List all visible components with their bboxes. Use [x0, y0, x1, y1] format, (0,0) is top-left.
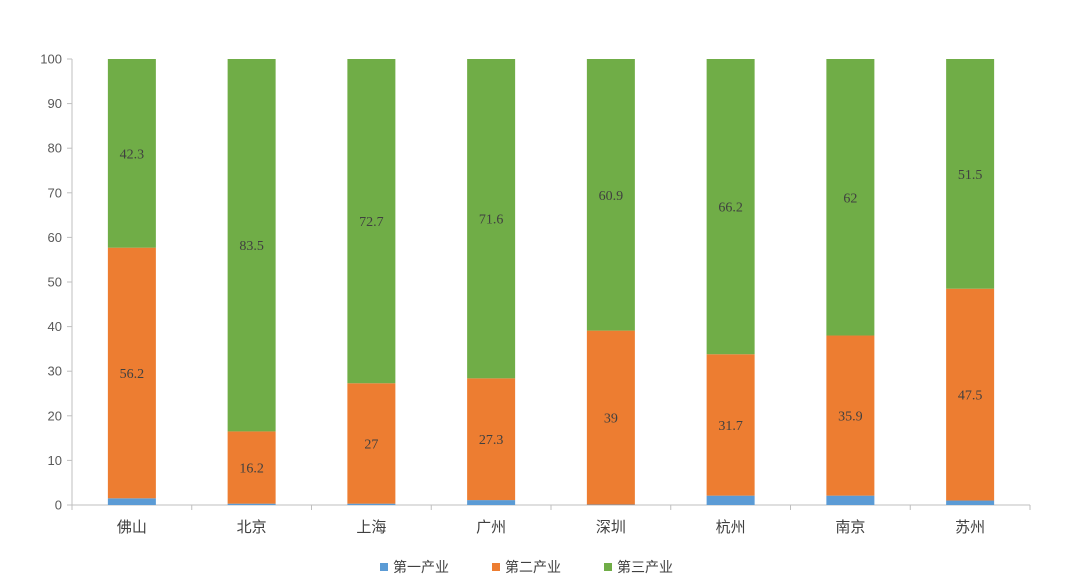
data-label: 27.3: [479, 433, 504, 448]
data-label: 27: [364, 437, 378, 452]
bar-segment: [347, 503, 396, 505]
bar-segment: [706, 354, 755, 496]
bar-segment: [826, 335, 875, 496]
data-label: 66.2: [718, 201, 743, 216]
x-tick-label: 北京: [237, 518, 267, 536]
data-label: 72.7: [359, 215, 384, 230]
y-tick-label: 60: [48, 230, 62, 245]
data-label: 60.9: [599, 189, 624, 204]
bar-segment: [586, 330, 635, 505]
bars: [107, 59, 995, 505]
bar-segment: [467, 59, 516, 379]
data-label: 62: [843, 191, 857, 206]
y-tick-label: 80: [48, 141, 62, 156]
data-label: 42.3: [120, 147, 145, 162]
y-tick-label: 100: [40, 52, 62, 67]
bar-segment: [826, 495, 875, 505]
data-label: 39: [604, 412, 618, 427]
x-tick-label: 杭州: [716, 518, 746, 536]
y-tick-label: 40: [48, 319, 62, 334]
x-tick-label: 深圳: [596, 518, 626, 536]
bar-segment: [706, 495, 755, 505]
bar-segment: [347, 59, 396, 384]
data-label: 16.2: [239, 462, 264, 477]
y-tick-label: 0: [55, 498, 62, 513]
legend-swatch: [492, 563, 500, 571]
x-tick-label: 上海: [356, 518, 386, 536]
bar-segment: [946, 59, 995, 289]
y-tick-label: 90: [48, 96, 62, 111]
y-tick-label: 70: [48, 185, 62, 200]
bar-segment: [107, 498, 156, 505]
legend-label: 第二产业: [505, 559, 561, 576]
bar-segment: [706, 59, 755, 355]
y-tick-label: 20: [48, 408, 62, 423]
axes: 0 10 20 30 40 50 60 70 80 90 100 佛山 北京 上海 广州 深圳 杭州 南京 苏州: [40, 52, 1031, 536]
data-label: 31.7: [718, 419, 743, 434]
x-tick-label: 南京: [835, 518, 865, 536]
data-label: 47.5: [958, 389, 983, 404]
bar-segment: [347, 383, 396, 504]
x-tick-label: 广州: [476, 518, 506, 536]
legend-swatch: [380, 563, 388, 571]
bar-segment: [107, 247, 156, 499]
bar-segment: [227, 503, 276, 505]
bar-segment: [107, 59, 156, 248]
bar-segment: [586, 59, 635, 331]
legend-label: 第三产业: [617, 559, 673, 576]
bar-segment: [946, 500, 995, 505]
y-tick-label: 10: [48, 453, 62, 468]
data-label: 35.9: [838, 410, 863, 425]
bar-segment: [467, 378, 516, 501]
x-tick-label: 苏州: [955, 518, 985, 536]
bar-segment: [227, 59, 276, 432]
y-tick-label: 50: [48, 275, 62, 290]
legend-label: 第一产业: [393, 559, 449, 576]
y-tick-label: 30: [48, 364, 62, 379]
legend-swatch: [604, 563, 612, 571]
data-label: 83.5: [239, 239, 264, 254]
bar-segment: [227, 431, 276, 504]
bar-segment: [826, 59, 875, 336]
data-label: 71.6: [479, 213, 504, 228]
data-labels: 56.2 42.3 16.2 83.5 27 72.7 27.3 71.6 39 60.9 31.7…: [120, 147, 983, 476]
x-tick-label: 佛山: [117, 518, 147, 536]
bar-segment: [467, 500, 516, 505]
data-label: 51.5: [958, 168, 983, 183]
data-label: 56.2: [120, 367, 145, 382]
legend: 第一产业 第二产业 第三产业: [380, 559, 673, 576]
bar-segment: [946, 288, 995, 501]
